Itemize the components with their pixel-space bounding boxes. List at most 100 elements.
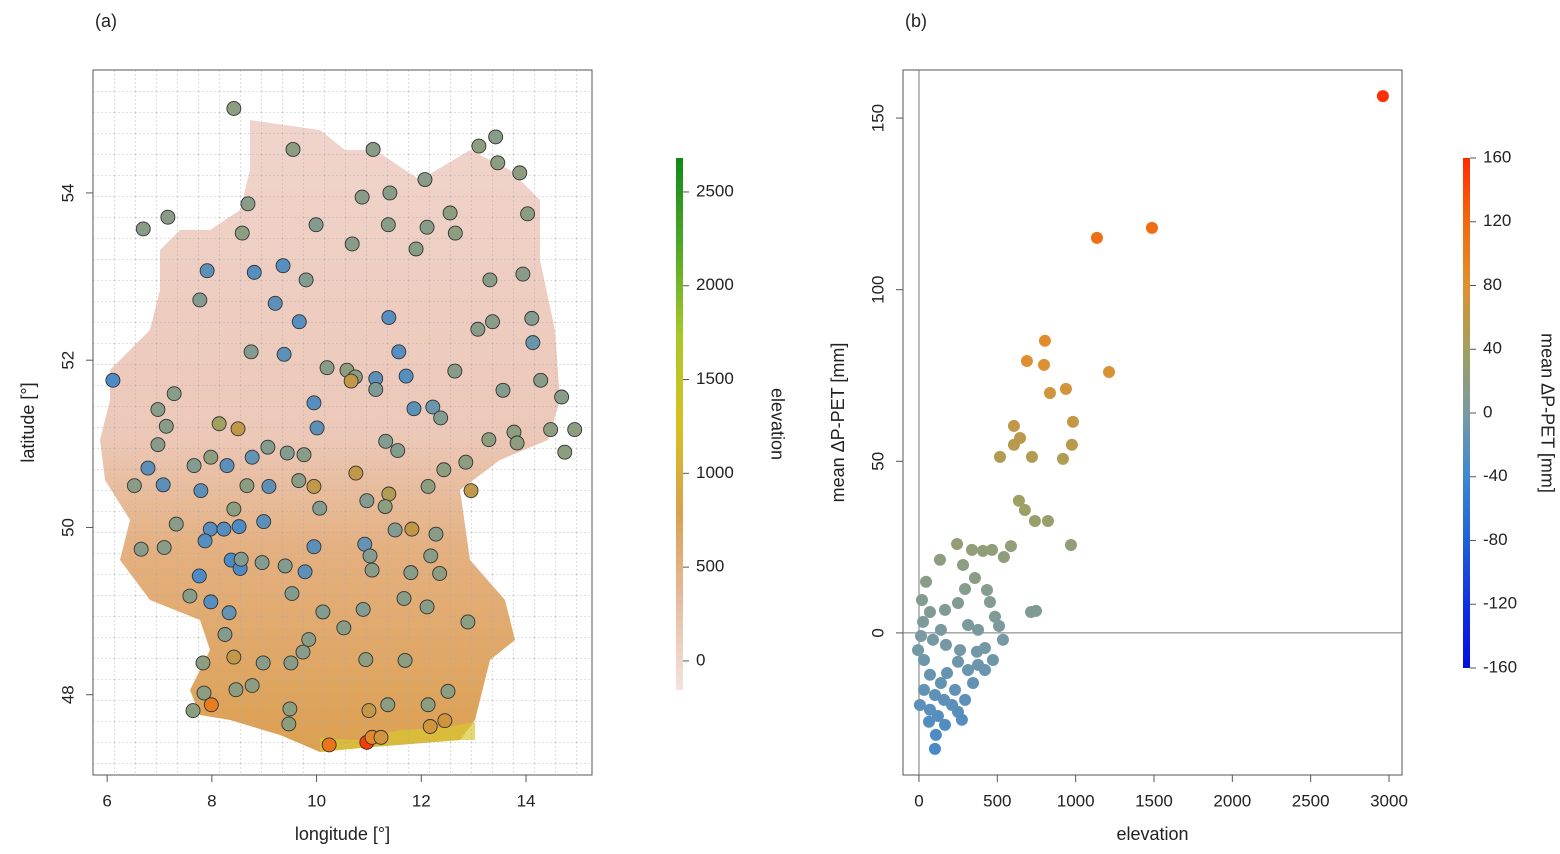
x-axis-label: elevation [1116, 824, 1188, 844]
point [1025, 450, 1038, 463]
y-tick-label: 54 [58, 183, 77, 202]
station [133, 541, 149, 557]
station [182, 588, 198, 604]
point [967, 677, 980, 690]
station [358, 652, 374, 668]
point [1028, 515, 1041, 528]
point [985, 543, 998, 556]
station [390, 443, 406, 458]
station [485, 314, 500, 330]
point [1018, 504, 1031, 517]
point [988, 610, 1001, 623]
station [195, 655, 211, 671]
point [1059, 382, 1072, 395]
station [226, 101, 242, 116]
point [983, 596, 996, 609]
point [1043, 386, 1056, 399]
station [105, 372, 121, 388]
station [319, 360, 335, 376]
station [255, 655, 271, 671]
station [140, 460, 156, 476]
x-tick-label: 500 [983, 791, 1011, 810]
colorbar [676, 158, 683, 690]
station [197, 533, 213, 549]
x-tick-label: 2500 [1292, 791, 1330, 810]
point [980, 583, 993, 596]
station [185, 703, 201, 719]
station [244, 678, 260, 693]
point [938, 718, 951, 731]
station [362, 548, 378, 564]
point [993, 620, 1006, 633]
station [432, 566, 448, 581]
colorbar-title: mean ΔP-PET [mm] [1537, 333, 1557, 493]
x-tick-label: 1500 [1135, 791, 1173, 810]
station [396, 591, 412, 606]
colorbar-tick-label: 120 [1483, 211, 1511, 230]
colorbar-tick-label: 2500 [696, 181, 734, 200]
point [986, 654, 999, 667]
station [557, 444, 573, 460]
plot-frame [902, 69, 1403, 776]
panel-label: (a) [95, 11, 117, 31]
station [391, 344, 407, 360]
station [423, 548, 439, 564]
colorbar-title: elevation [767, 388, 787, 460]
point [1064, 539, 1077, 552]
colorbar-tick-label: 0 [1483, 402, 1492, 421]
station [244, 449, 260, 465]
point [951, 597, 964, 610]
station [440, 683, 456, 699]
station [471, 138, 487, 154]
point [923, 605, 936, 618]
station [355, 601, 371, 617]
station [261, 479, 277, 494]
station [365, 141, 381, 157]
station [428, 526, 444, 542]
station [186, 458, 202, 474]
y-tick-label: 50 [868, 452, 887, 471]
station [279, 445, 295, 461]
point [959, 582, 972, 595]
point [1038, 334, 1051, 347]
station [495, 382, 511, 398]
colorbar-tick-label: -120 [1483, 594, 1517, 613]
point [920, 575, 933, 588]
station [282, 701, 298, 717]
colorbar-tick-label: 80 [1483, 275, 1502, 294]
plot-layer: (a) 6 8 10 12 14 48 50 52 54 longitude [°] latitude… [18, 11, 1558, 844]
station [512, 165, 528, 181]
point [1007, 419, 1020, 432]
point [1056, 452, 1069, 465]
station [398, 368, 414, 384]
point [955, 713, 968, 726]
x-tick-label: 14 [517, 791, 536, 810]
colorbar-tick-label: 40 [1483, 339, 1502, 358]
station [233, 551, 249, 567]
station [277, 558, 293, 574]
point [959, 693, 972, 706]
y-tick-label: 50 [58, 518, 77, 537]
station [344, 236, 360, 252]
station [436, 462, 452, 478]
station [306, 479, 322, 494]
station [419, 219, 435, 235]
point [957, 558, 970, 571]
station [321, 737, 337, 753]
colorbar-tick-label: 160 [1483, 147, 1511, 166]
station [295, 644, 311, 660]
station [230, 421, 246, 437]
station [168, 516, 184, 532]
station [554, 389, 570, 405]
station [343, 373, 359, 389]
point [917, 615, 930, 628]
station [226, 501, 242, 517]
y-tick-label: 52 [58, 351, 77, 370]
station [217, 627, 233, 642]
station [364, 562, 380, 578]
point [1066, 415, 1079, 428]
station [490, 155, 506, 171]
colorbar-tick-label: 1500 [696, 369, 734, 388]
point [1145, 221, 1158, 234]
point [939, 638, 952, 651]
